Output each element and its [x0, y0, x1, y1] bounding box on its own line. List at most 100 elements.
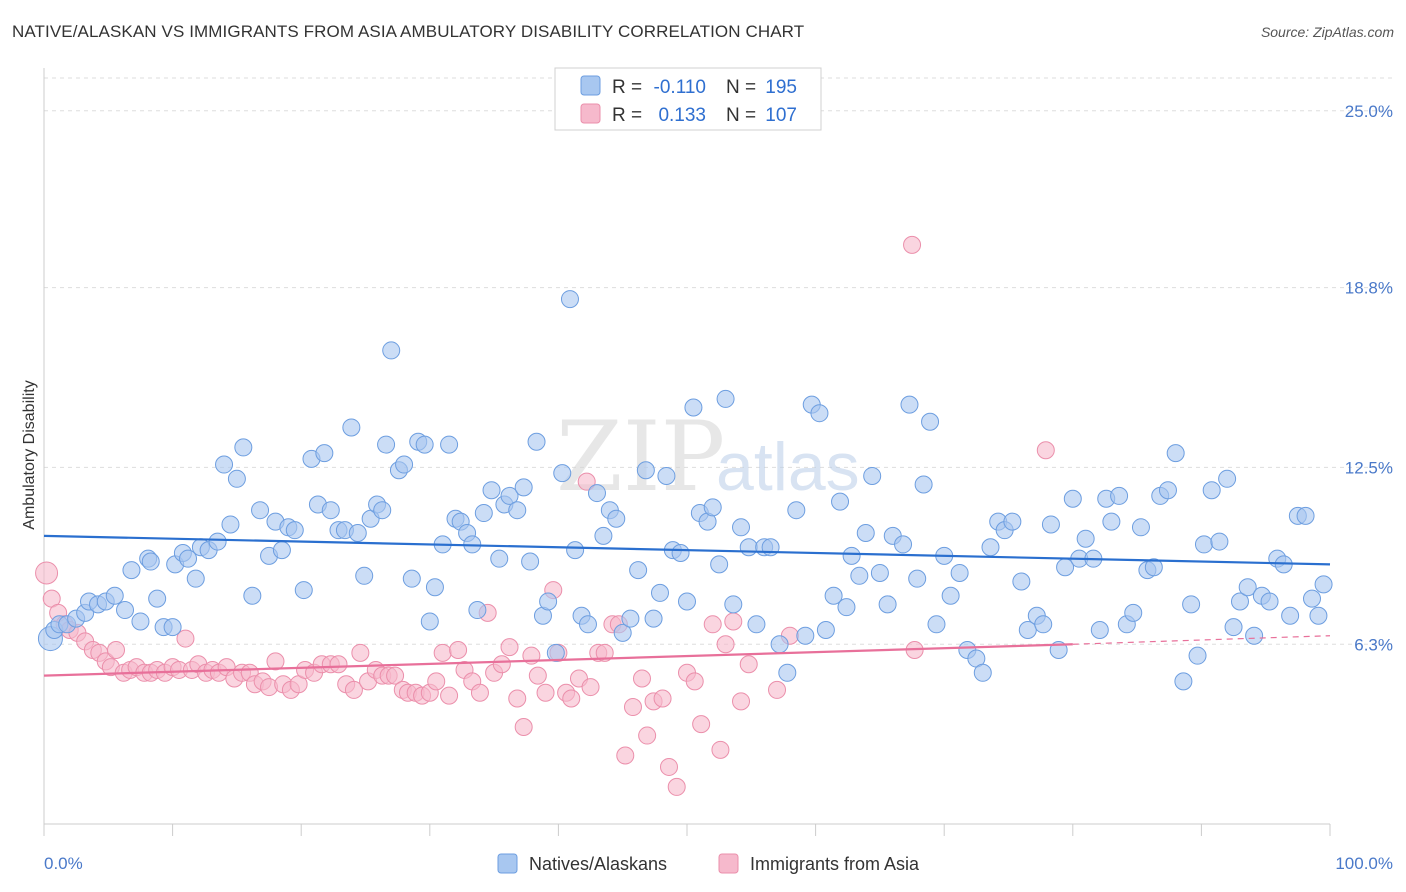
immigrants-point: [528, 666, 547, 685]
immigrants-point: [732, 692, 751, 711]
natives-point: [1182, 595, 1201, 614]
y-tick-labels: 6.3% 12.5% 18.8% 25.0%: [1345, 102, 1393, 654]
x-tick-max: 100.0%: [1335, 854, 1393, 873]
natives-point: [650, 583, 669, 602]
natives-point: [342, 418, 361, 437]
legend-r-label-1: R =: [612, 77, 642, 98]
immigrants-point: [595, 643, 614, 662]
natives-point: [1188, 646, 1207, 665]
natives-point: [251, 501, 270, 520]
natives-point: [824, 586, 843, 605]
immigrants-point: [739, 655, 758, 674]
natives-point: [377, 435, 396, 454]
legend-r-value-2: 0.133: [658, 105, 706, 126]
natives-point: [566, 541, 585, 560]
natives-point: [482, 481, 501, 500]
natives-point: [973, 663, 992, 682]
stats-legend: R = -0.110 N = 195 R = 0.133 N = 107: [554, 67, 822, 131]
immigrants-point: [653, 689, 672, 708]
legend-swatch-natives: [497, 853, 518, 874]
series-legend: Natives/Alaskans Immigrants from Asia: [497, 853, 920, 874]
natives-point: [373, 501, 392, 520]
immigrants-point: [692, 715, 711, 734]
natives-point: [1090, 621, 1109, 640]
natives-point: [1202, 481, 1221, 500]
natives-point: [1194, 535, 1213, 554]
immigrants-point: [329, 655, 348, 674]
natives-point: [724, 595, 743, 614]
legend-label-immigrants: Immigrants from Asia: [750, 854, 920, 874]
natives-point: [787, 501, 806, 520]
natives-point: [878, 595, 897, 614]
immigrants-point: [176, 629, 195, 648]
immigrants-point: [685, 672, 704, 691]
y-tick-label-2: 18.8%: [1345, 279, 1393, 298]
natives-point: [227, 469, 246, 488]
natives-point: [415, 435, 434, 454]
natives-point: [1003, 512, 1022, 531]
immigrants-point: [344, 680, 363, 699]
natives-point: [1210, 532, 1229, 551]
immigrants-point: [35, 561, 59, 585]
natives-point: [395, 455, 414, 474]
immigrants-point: [659, 757, 678, 776]
natives-point: [440, 435, 459, 454]
natives-point: [1296, 506, 1315, 525]
natives-point: [1230, 592, 1249, 611]
legend-n-label-1: N =: [726, 77, 756, 98]
natives-trend-line: [43, 534, 1331, 566]
immigrants-point: [667, 777, 686, 796]
natives-point: [1224, 618, 1243, 637]
natives-point: [468, 601, 487, 620]
immigrants-point: [716, 635, 735, 654]
natives-point: [778, 663, 797, 682]
natives-points: [37, 290, 1333, 691]
natives-point: [1063, 489, 1082, 508]
natives-point: [285, 521, 304, 540]
chart-title: NATIVE/ALASKAN VS IMMIGRANTS FROM ASIA A…: [12, 22, 805, 41]
natives-point: [116, 601, 135, 620]
immigrants-point: [266, 652, 285, 671]
immigrants-point: [470, 683, 489, 702]
natives-point: [621, 609, 640, 628]
natives-point: [1174, 672, 1193, 691]
natives-point: [856, 524, 875, 543]
natives-point: [816, 621, 835, 640]
natives-point: [490, 549, 509, 568]
immigrants-point: [449, 640, 468, 659]
natives-point: [1012, 572, 1031, 591]
natives-point: [355, 566, 374, 585]
natives-point: [141, 552, 160, 571]
natives-point: [1131, 518, 1150, 537]
natives-point: [1110, 486, 1129, 505]
axes: [43, 68, 1331, 836]
natives-point: [629, 561, 648, 580]
immigrants-point: [536, 683, 555, 702]
natives-point: [382, 341, 401, 360]
natives-point: [842, 546, 861, 565]
natives-point: [105, 586, 124, 605]
natives-point: [594, 526, 613, 545]
watermark-zip: ZIP: [556, 401, 725, 513]
legend-r-label-2: R =: [612, 105, 642, 126]
natives-point: [900, 395, 919, 414]
natives-point: [539, 592, 558, 611]
natives-point: [163, 618, 182, 637]
natives-point: [796, 626, 815, 645]
immigrants-point: [616, 746, 635, 765]
source-label: Source: ZipAtlas.com: [1260, 24, 1394, 40]
natives-point: [1245, 626, 1264, 645]
natives-point: [1144, 558, 1163, 577]
immigrants-point: [711, 740, 730, 759]
natives-point: [1158, 481, 1177, 500]
natives-point: [981, 538, 1000, 557]
immigrants-point: [107, 640, 126, 659]
natives-point: [732, 518, 751, 537]
immigrants-point: [440, 686, 459, 705]
watermark: ZIP atlas: [556, 401, 860, 513]
natives-point: [837, 598, 856, 617]
natives-point: [770, 635, 789, 654]
natives-point: [1166, 444, 1185, 463]
natives-point: [294, 581, 313, 600]
natives-point: [747, 615, 766, 634]
